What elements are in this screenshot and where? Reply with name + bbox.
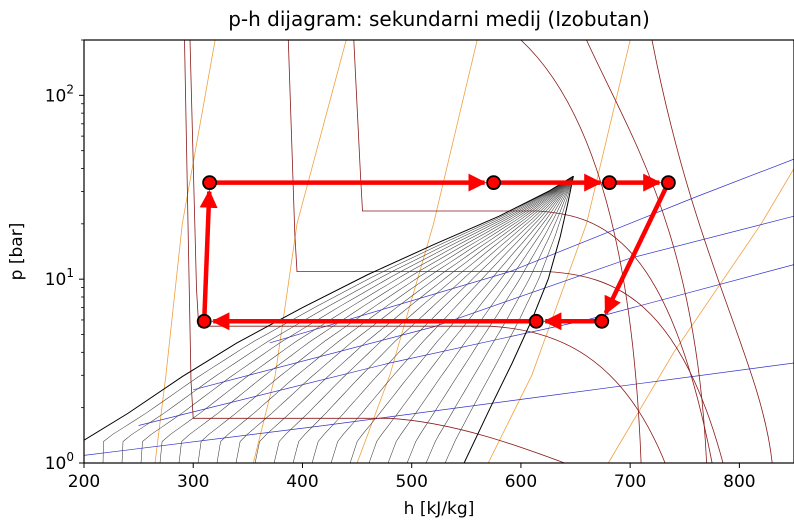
x-tick-label: 600 xyxy=(505,472,537,492)
y-tick-label: 102 xyxy=(45,82,74,106)
isotherm-line xyxy=(586,40,707,463)
cycle-segment xyxy=(603,181,671,315)
cycle-segment xyxy=(199,189,218,322)
saturated-vapor-line xyxy=(463,176,574,463)
isotherm-line xyxy=(353,40,713,463)
chart-title: p-h dijagram: sekundarni medij (Izobutan… xyxy=(228,7,650,31)
x-axis: 200 300 400 500 600 700 800 xyxy=(68,463,756,492)
isentrope-line xyxy=(193,215,794,391)
plot-area-frame xyxy=(83,39,794,464)
background-property-lines xyxy=(84,40,794,463)
isentrope-line xyxy=(84,362,794,456)
cycle-point xyxy=(602,175,617,191)
cycle-point xyxy=(661,175,676,191)
cycle-point xyxy=(594,313,610,329)
x-tick-label: 700 xyxy=(614,472,646,492)
cycle-point xyxy=(486,175,502,191)
y-axis-label: p [bar] xyxy=(7,223,27,281)
isotherm-line xyxy=(287,40,724,463)
x-tick-label: 400 xyxy=(286,472,318,492)
cycle-point xyxy=(528,313,544,329)
cycle-series xyxy=(196,173,676,331)
y-tick-label: 101 xyxy=(45,266,74,290)
isotherm-line xyxy=(189,40,666,463)
cycle-point xyxy=(196,313,212,329)
x-axis-label: h [kJ/kg] xyxy=(404,499,475,519)
isochore-line xyxy=(607,168,794,463)
isentrope-line xyxy=(138,264,794,426)
isochore-line xyxy=(356,40,478,463)
cycle-point xyxy=(202,175,218,191)
x-tick-label: 500 xyxy=(395,472,427,492)
x-tick-label: 800 xyxy=(723,472,755,492)
y-axis: 100 101 102 xyxy=(45,39,84,474)
isotherm-line xyxy=(651,40,773,463)
isotherm-line xyxy=(184,40,565,463)
isochore-line xyxy=(154,40,216,463)
saturated-liquid-line xyxy=(84,175,574,441)
isochore-line xyxy=(487,40,631,463)
x-tick-label: 200 xyxy=(68,472,100,492)
isochore-line xyxy=(252,40,347,463)
y-tick-label: 100 xyxy=(45,450,74,474)
isentrope-line xyxy=(269,158,794,344)
isotherm-line xyxy=(520,40,642,463)
x-tick-label: 300 xyxy=(177,472,209,492)
